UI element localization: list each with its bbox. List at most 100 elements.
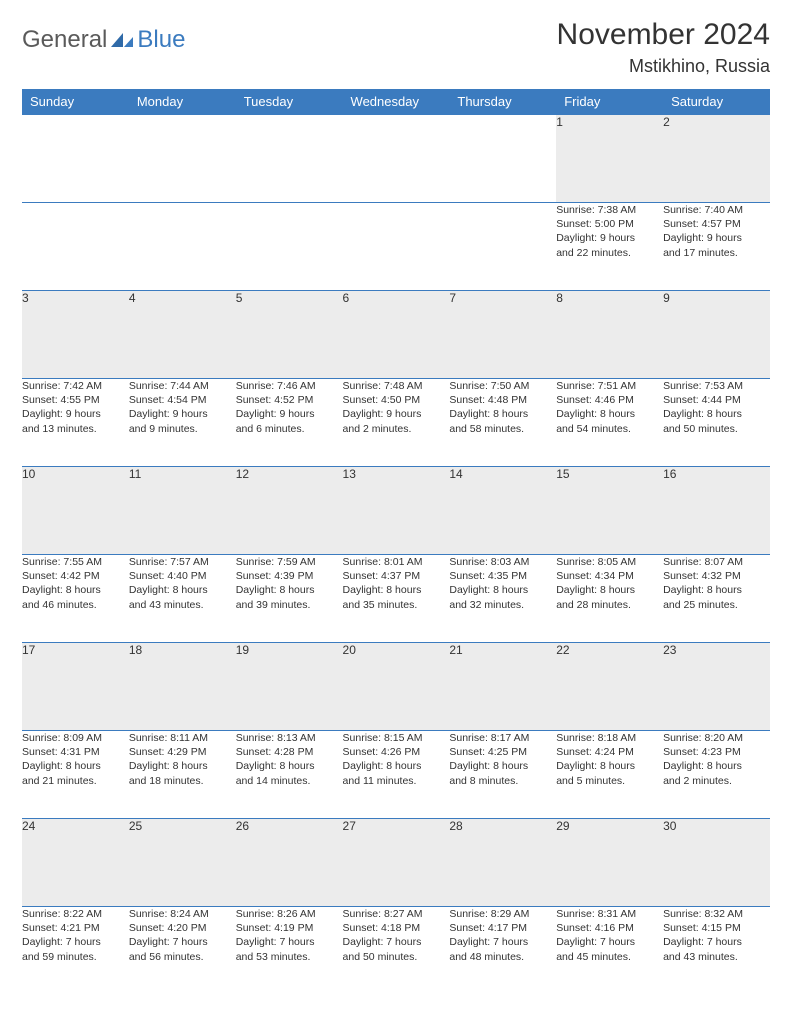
sunset-text: Sunset: 4:18 PM — [343, 921, 450, 935]
sunrise-text: Sunrise: 8:18 AM — [556, 731, 663, 745]
day-content-cell: Sunrise: 7:50 AMSunset: 4:48 PMDaylight:… — [449, 379, 556, 467]
day-number-cell: 5 — [236, 291, 343, 379]
day-number-cell: 28 — [449, 819, 556, 907]
sunrise-text: Sunrise: 8:32 AM — [663, 907, 770, 921]
day-content-cell: Sunrise: 8:03 AMSunset: 4:35 PMDaylight:… — [449, 555, 556, 643]
day-content-cell — [236, 203, 343, 291]
daylight-text: and 2 minutes. — [343, 422, 450, 436]
daylight-text: and 22 minutes. — [556, 246, 663, 260]
location: Mstikhino, Russia — [557, 56, 770, 77]
daylight-text: Daylight: 8 hours — [449, 583, 556, 597]
day-content-cell: Sunrise: 8:15 AMSunset: 4:26 PMDaylight:… — [343, 731, 450, 819]
weekday-header: Friday — [556, 89, 663, 115]
weekday-header: Sunday — [22, 89, 129, 115]
daylight-text: and 39 minutes. — [236, 598, 343, 612]
daylight-text: and 11 minutes. — [343, 774, 450, 788]
sunset-text: Sunset: 4:46 PM — [556, 393, 663, 407]
calendar-page: General Blue November 2024 Mstikhino, Ru… — [0, 0, 792, 1013]
sunset-text: Sunset: 4:40 PM — [129, 569, 236, 583]
sunset-text: Sunset: 4:37 PM — [343, 569, 450, 583]
day-number-cell: 11 — [129, 467, 236, 555]
sunset-text: Sunset: 4:31 PM — [22, 745, 129, 759]
weekday-header: Wednesday — [343, 89, 450, 115]
sunrise-text: Sunrise: 7:48 AM — [343, 379, 450, 393]
daylight-text: Daylight: 7 hours — [22, 935, 129, 949]
daylight-text: and 5 minutes. — [556, 774, 663, 788]
content-row: Sunrise: 7:55 AMSunset: 4:42 PMDaylight:… — [22, 555, 770, 643]
day-content-cell: Sunrise: 7:44 AMSunset: 4:54 PMDaylight:… — [129, 379, 236, 467]
day-content-cell: Sunrise: 8:29 AMSunset: 4:17 PMDaylight:… — [449, 907, 556, 995]
day-number-cell: 27 — [343, 819, 450, 907]
day-number-cell: 13 — [343, 467, 450, 555]
sunset-text: Sunset: 4:20 PM — [129, 921, 236, 935]
sunset-text: Sunset: 4:29 PM — [129, 745, 236, 759]
daylight-text: and 13 minutes. — [22, 422, 129, 436]
daylight-text: and 53 minutes. — [236, 950, 343, 964]
sunrise-text: Sunrise: 7:38 AM — [556, 203, 663, 217]
sunrise-text: Sunrise: 8:11 AM — [129, 731, 236, 745]
content-row: Sunrise: 8:22 AMSunset: 4:21 PMDaylight:… — [22, 907, 770, 995]
sunrise-text: Sunrise: 7:46 AM — [236, 379, 343, 393]
daylight-text: Daylight: 8 hours — [556, 407, 663, 421]
sunrise-text: Sunrise: 7:59 AM — [236, 555, 343, 569]
day-content-cell: Sunrise: 8:01 AMSunset: 4:37 PMDaylight:… — [343, 555, 450, 643]
sunrise-text: Sunrise: 8:20 AM — [663, 731, 770, 745]
title-block: November 2024 Mstikhino, Russia — [557, 18, 770, 77]
daylight-text: and 6 minutes. — [236, 422, 343, 436]
day-number-cell: 2 — [663, 115, 770, 203]
daylight-text: Daylight: 9 hours — [343, 407, 450, 421]
daylight-text: and 25 minutes. — [663, 598, 770, 612]
day-content-cell: Sunrise: 8:13 AMSunset: 4:28 PMDaylight:… — [236, 731, 343, 819]
day-number-cell: 1 — [556, 115, 663, 203]
daylight-text: Daylight: 8 hours — [556, 583, 663, 597]
daylight-text: and 50 minutes. — [343, 950, 450, 964]
daylight-text: Daylight: 8 hours — [22, 583, 129, 597]
day-number-cell: 25 — [129, 819, 236, 907]
day-number-cell — [236, 115, 343, 203]
day-number-cell: 18 — [129, 643, 236, 731]
sunset-text: Sunset: 4:52 PM — [236, 393, 343, 407]
daylight-text: and 14 minutes. — [236, 774, 343, 788]
daylight-text: and 35 minutes. — [343, 598, 450, 612]
sunrise-text: Sunrise: 7:50 AM — [449, 379, 556, 393]
day-content-cell: Sunrise: 8:09 AMSunset: 4:31 PMDaylight:… — [22, 731, 129, 819]
sunrise-text: Sunrise: 8:17 AM — [449, 731, 556, 745]
sunset-text: Sunset: 4:21 PM — [22, 921, 129, 935]
sunrise-text: Sunrise: 8:22 AM — [22, 907, 129, 921]
sunrise-text: Sunrise: 7:57 AM — [129, 555, 236, 569]
sunset-text: Sunset: 4:17 PM — [449, 921, 556, 935]
sunset-text: Sunset: 4:48 PM — [449, 393, 556, 407]
day-number-cell: 23 — [663, 643, 770, 731]
sunrise-text: Sunrise: 8:13 AM — [236, 731, 343, 745]
daylight-text: Daylight: 7 hours — [556, 935, 663, 949]
weekday-header: Thursday — [449, 89, 556, 115]
daylight-text: and 32 minutes. — [449, 598, 556, 612]
day-content-cell: Sunrise: 7:55 AMSunset: 4:42 PMDaylight:… — [22, 555, 129, 643]
daylight-text: Daylight: 8 hours — [236, 759, 343, 773]
day-number-cell: 30 — [663, 819, 770, 907]
daylight-text: and 50 minutes. — [663, 422, 770, 436]
day-content-cell: Sunrise: 7:57 AMSunset: 4:40 PMDaylight:… — [129, 555, 236, 643]
daylight-text: Daylight: 8 hours — [129, 583, 236, 597]
daylight-text: and 21 minutes. — [22, 774, 129, 788]
sunset-text: Sunset: 4:44 PM — [663, 393, 770, 407]
daylight-text: and 46 minutes. — [22, 598, 129, 612]
daylight-text: and 45 minutes. — [556, 950, 663, 964]
day-content-cell: Sunrise: 7:38 AMSunset: 5:00 PMDaylight:… — [556, 203, 663, 291]
sunrise-text: Sunrise: 8:26 AM — [236, 907, 343, 921]
day-number-cell: 17 — [22, 643, 129, 731]
daylight-text: Daylight: 8 hours — [449, 407, 556, 421]
sunrise-text: Sunrise: 7:53 AM — [663, 379, 770, 393]
day-content-cell: Sunrise: 8:22 AMSunset: 4:21 PMDaylight:… — [22, 907, 129, 995]
sunset-text: Sunset: 4:26 PM — [343, 745, 450, 759]
sunrise-text: Sunrise: 8:03 AM — [449, 555, 556, 569]
day-number-cell: 7 — [449, 291, 556, 379]
daylight-text: Daylight: 7 hours — [449, 935, 556, 949]
sunset-text: Sunset: 4:39 PM — [236, 569, 343, 583]
logo: General Blue — [22, 26, 185, 54]
daylight-text: and 43 minutes. — [129, 598, 236, 612]
sunset-text: Sunset: 4:35 PM — [449, 569, 556, 583]
day-content-cell: Sunrise: 8:17 AMSunset: 4:25 PMDaylight:… — [449, 731, 556, 819]
day-content-cell — [449, 203, 556, 291]
daynum-row: 3456789 — [22, 291, 770, 379]
